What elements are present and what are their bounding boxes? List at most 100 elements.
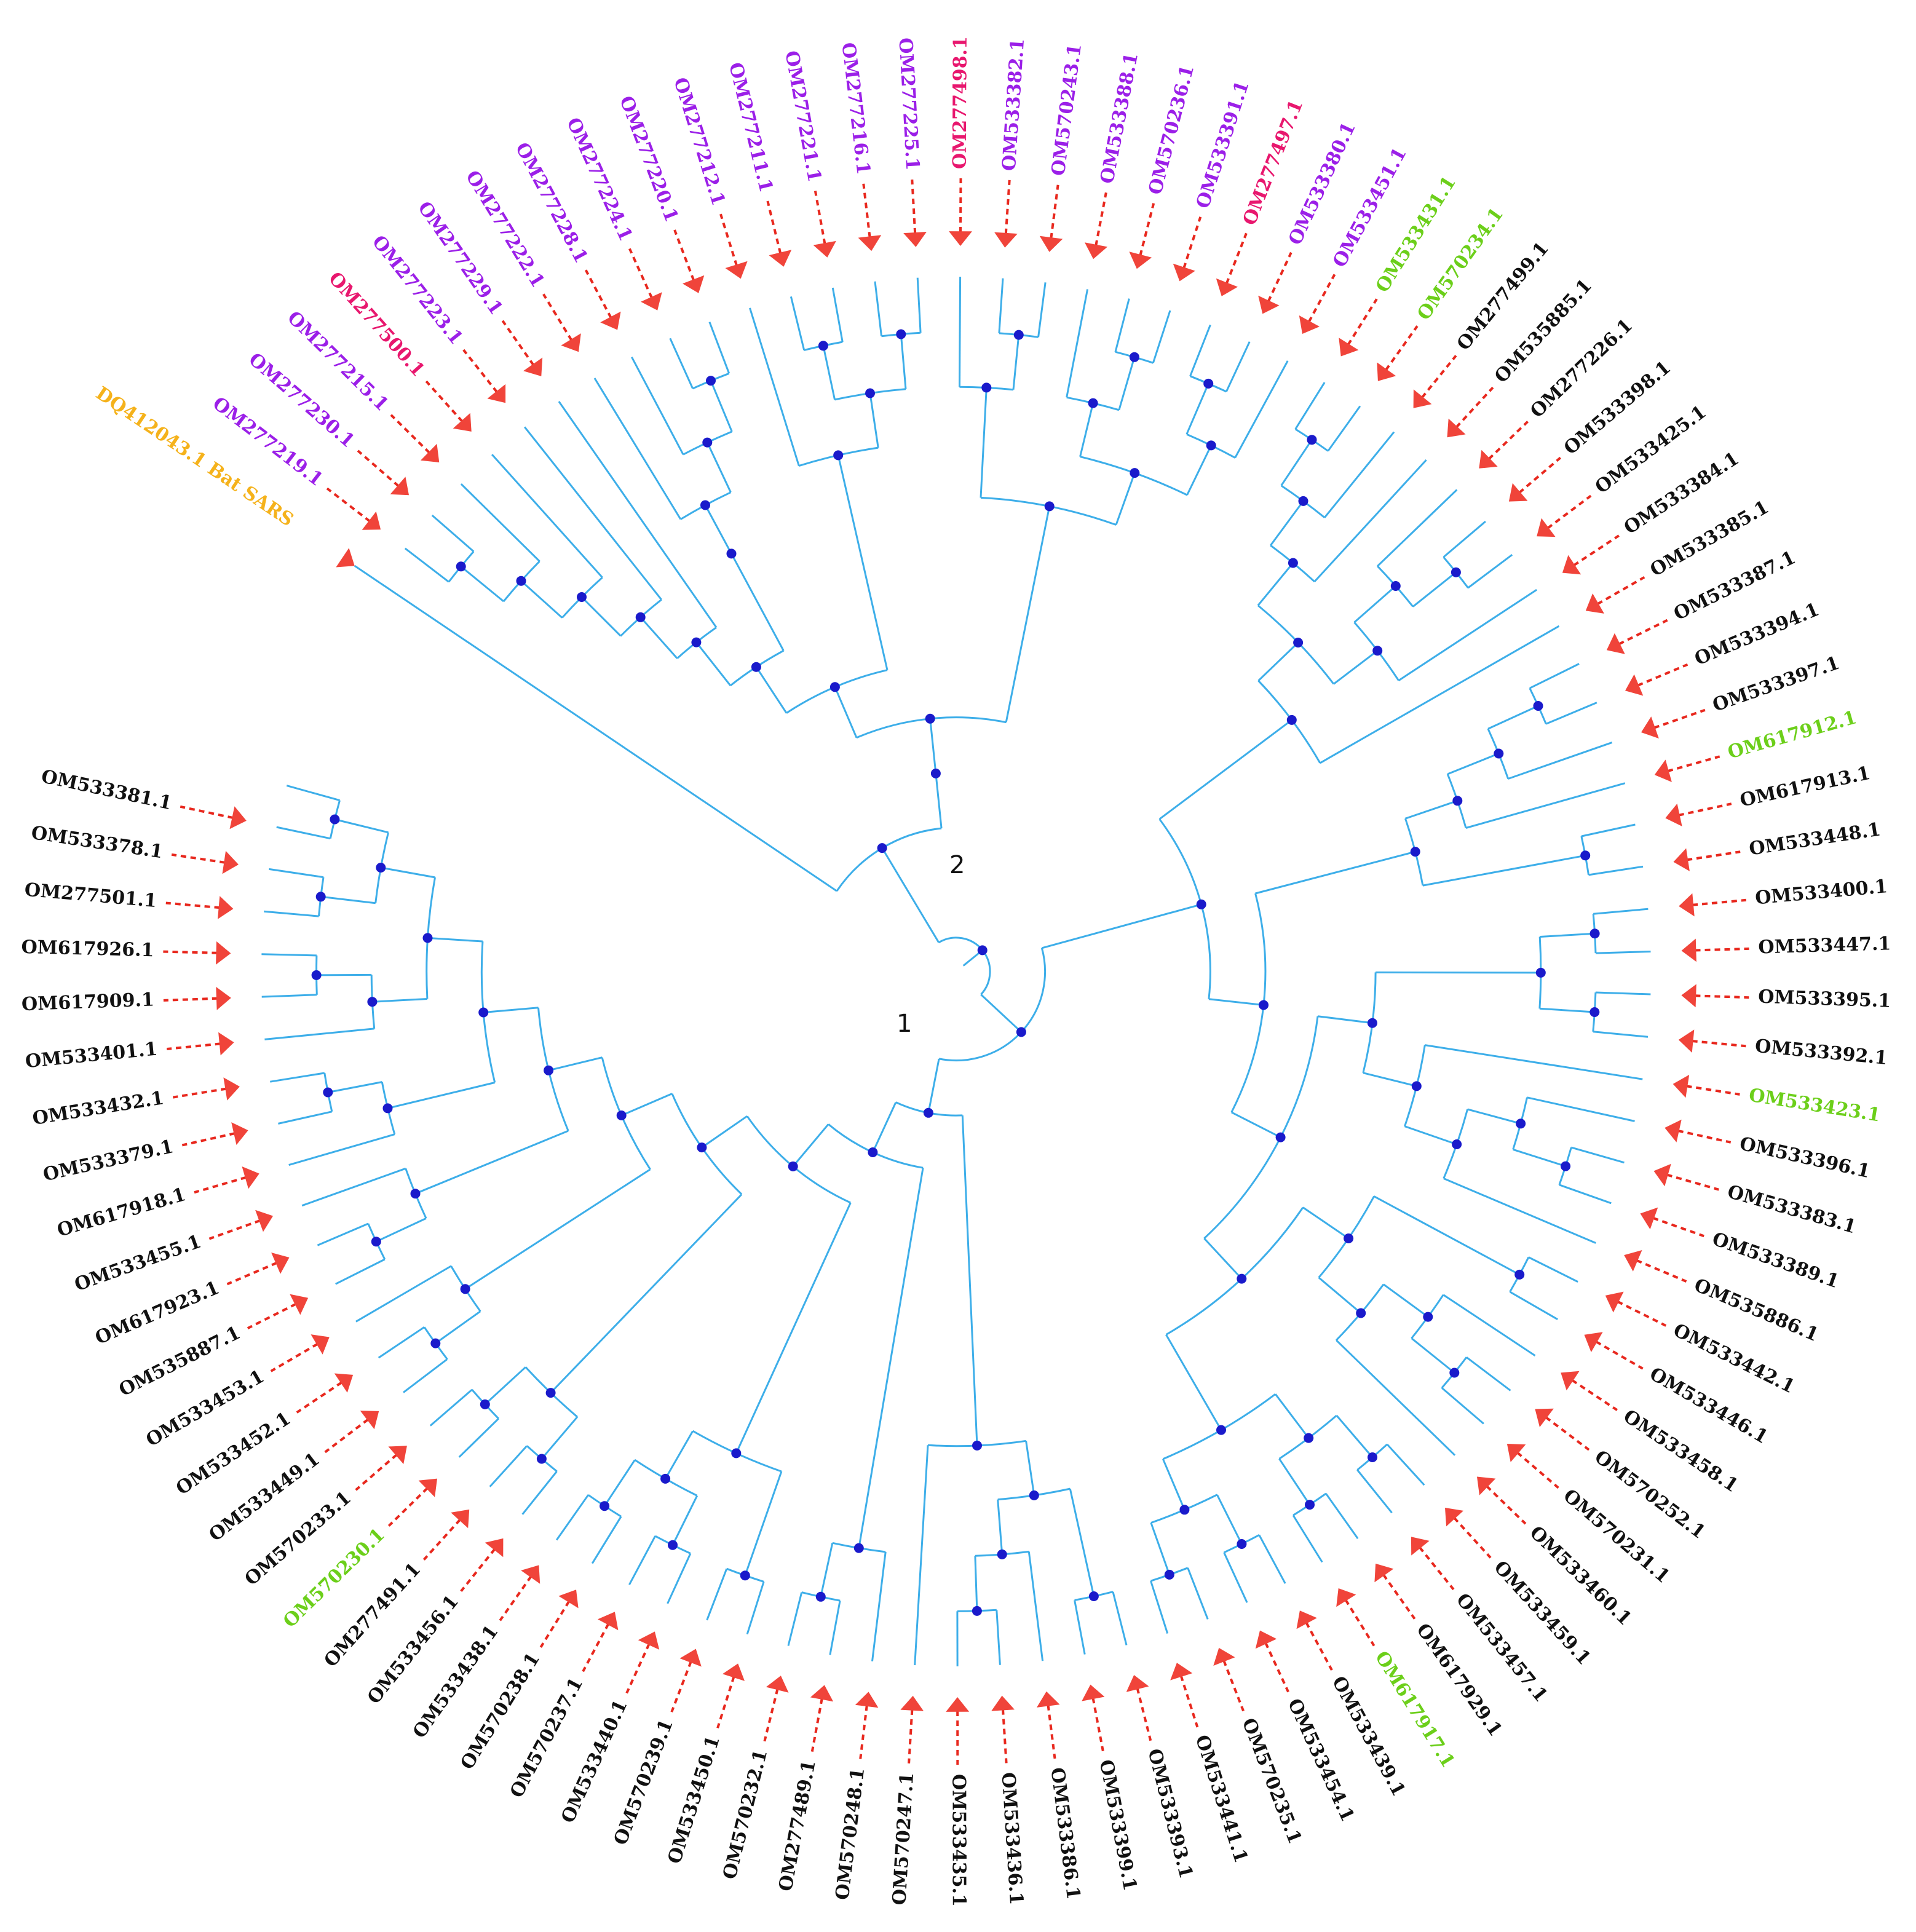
branch-line [354,564,381,584]
branch-line [261,953,317,957]
branch-line [822,345,836,400]
dashed-connector [1347,298,1378,346]
leaf-label: OM533393.1 [1143,1747,1197,1881]
branch-line [628,1535,656,1585]
leaf-label: OM533389.1 [1709,1228,1842,1293]
leaf-label: OM277212.1 [669,75,729,208]
leaf-label: OM570243.1 [1048,42,1086,177]
branch-line [460,483,540,562]
leaf-label: OM277489.1 [775,1759,820,1893]
arrowhead-marker [1665,1119,1682,1142]
branch-line [1280,439,1313,486]
branch-line [1595,991,1651,996]
internal-node [1259,1000,1269,1010]
arrowhead-marker [418,1478,437,1497]
branch-line [458,1418,499,1458]
branch-line [427,936,483,943]
leaf-label: OM533383.1 [1725,1181,1858,1238]
dashed-connector [324,1418,369,1454]
branch-line [792,1123,829,1167]
branch-line [288,1133,395,1166]
branch-line [1231,1111,1281,1138]
dashed-connector [1692,1040,1746,1048]
dashed-connector [422,1518,461,1561]
branch-line [1327,405,1361,452]
branch-line [1386,1443,1425,1486]
leaf-label: OM533395.1 [1758,986,1891,1012]
arrowhead-marker [1584,1332,1603,1353]
internal-node [1029,1490,1039,1500]
internal-node [478,1007,489,1018]
leaf-label: OM617926.1 [21,936,154,961]
dashed-connector [766,200,782,254]
internal-node [1305,1500,1315,1510]
dashed-connector [1677,1129,1732,1144]
arrowhead-marker [810,1685,834,1702]
dashed-connector [1385,325,1419,371]
branch-line [317,1222,369,1246]
arrowhead-marker [1562,555,1581,575]
internal-node [1206,440,1216,451]
internal-node [1286,715,1297,725]
branch-line [831,287,844,342]
leaf-label: OM570239.1 [610,1716,678,1848]
internal-node [376,863,386,873]
dashed-connector [1617,1300,1667,1327]
dashed-connector [716,1676,735,1728]
internal-node [700,500,710,510]
dashed-connector [908,1709,914,1764]
internal-node [1367,1018,1377,1028]
branch-line [1383,1283,1429,1318]
branch-line [435,1310,481,1344]
branch-line [1112,1591,1128,1645]
branch-line [1466,1356,1511,1392]
leaf-label: OM533448.1 [1748,818,1882,860]
arrowhead-marker [1679,893,1695,917]
dashed-connector [625,1643,651,1694]
branch-line [735,1202,852,1454]
branch-line [540,1416,579,1460]
arrowhead-marker [336,548,355,568]
dashed-connector [1595,1340,1644,1370]
dashed-connector [862,183,871,238]
leaf-label: OM533378.1 [30,822,164,863]
arrowhead-marker [1082,1684,1105,1701]
leaf-label: OM570248.1 [831,1767,869,1901]
branch-line [1208,998,1264,1006]
node-number-label: 1 [897,1010,912,1038]
leaf-label: OM533386.1 [1046,1767,1084,1901]
branch-line [704,504,732,555]
branch-line [286,785,340,802]
branch-line [1509,1291,1558,1320]
branch-line [328,1081,382,1093]
leaf-label: OM570247.1 [889,1772,918,1906]
internal-node [410,1189,421,1199]
dashed-connector [171,853,226,864]
dashed-connector [226,1261,278,1286]
branch-line [1150,1522,1171,1575]
arrowhead-marker [290,1294,309,1315]
arrowhead-marker [855,1692,879,1708]
branch-line [1325,1493,1359,1539]
branch-line [403,1358,448,1393]
internal-node [545,1388,556,1398]
branch-line [489,1445,528,1487]
dashed-connector [763,1688,779,1742]
branch-line [558,401,718,628]
dashed-connector [1182,216,1202,269]
dashed-connector [1225,232,1248,285]
leaf-label: OM533379.1 [41,1136,175,1186]
leaf-label: OM533401.1 [24,1038,158,1072]
branch-line [1540,932,1595,938]
branch-line [1336,1415,1374,1458]
arrowhead-marker [1445,1508,1463,1527]
branch-line [269,868,324,879]
leaf-label: OM617913.1 [1738,762,1872,812]
internal-node [1390,581,1401,591]
branch-line [593,378,682,520]
internal-node [323,1087,333,1098]
dashed-connector [1344,1599,1376,1647]
dashed-connector [1636,1259,1687,1283]
arrowhead-marker [1653,1163,1671,1187]
branch-line [431,514,475,553]
